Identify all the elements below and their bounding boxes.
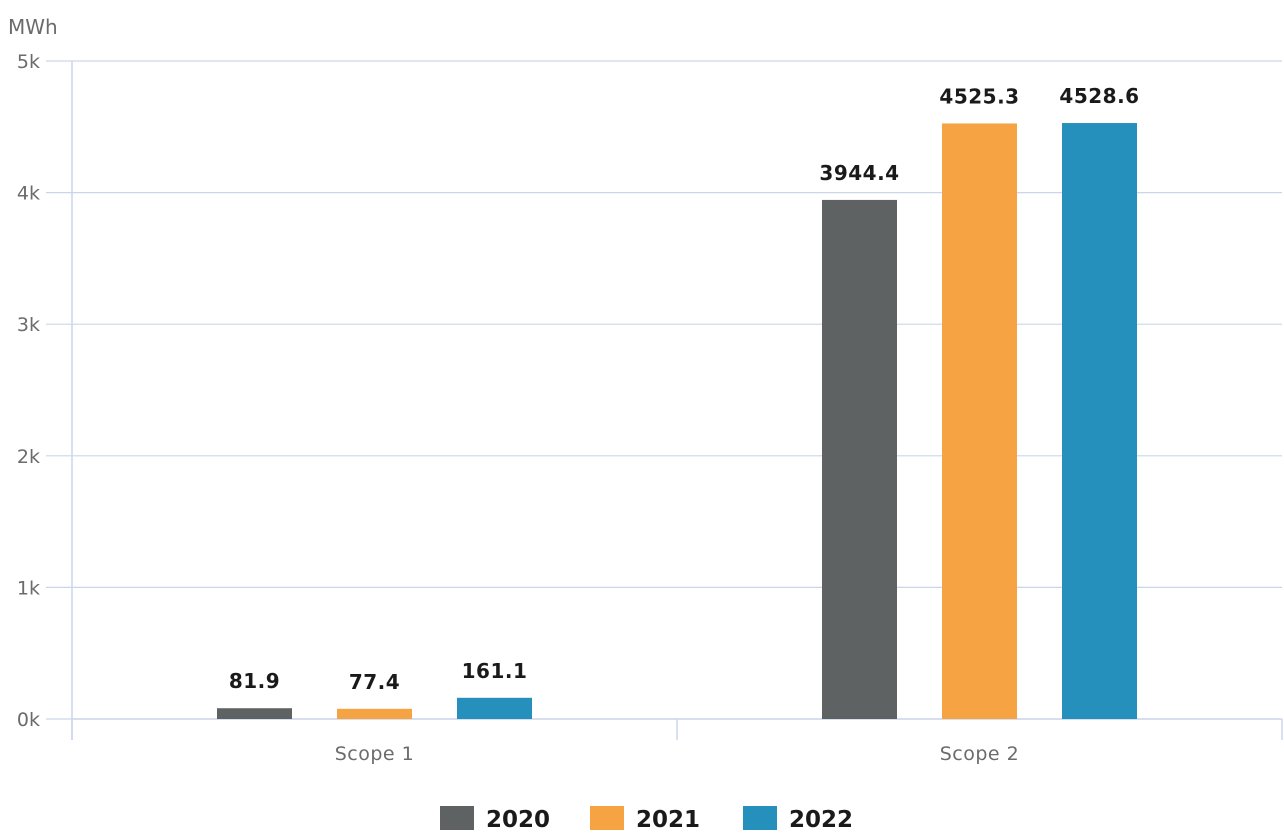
y-tick-label: 5k xyxy=(17,51,40,73)
bar-2020-scope-1 xyxy=(217,708,292,719)
legend-label: 2022 xyxy=(789,807,853,833)
y-tick-label: 2k xyxy=(17,446,40,468)
bar-2021-scope-2 xyxy=(942,123,1017,719)
x-axis-labels: Scope 1 Scope 2 xyxy=(335,743,1020,765)
legend: 2020 2021 2022 xyxy=(440,806,853,833)
data-label: 3944.4 xyxy=(819,161,899,185)
bars xyxy=(217,123,1137,719)
legend-swatch-2021 xyxy=(590,806,624,830)
data-label: 4525.3 xyxy=(939,84,1019,108)
data-label: 4528.6 xyxy=(1059,84,1139,108)
legend-swatch-2022 xyxy=(743,806,777,830)
data-labels: 81.9 77.4 161.1 3944.4 4525.3 4528.6 xyxy=(229,84,1139,694)
x-category-label: Scope 1 xyxy=(335,743,415,765)
y-axis-ticks: 0k 1k 2k 3k 4k 5k xyxy=(17,51,72,731)
legend-swatch-2020 xyxy=(440,806,474,830)
y-tick-label: 1k xyxy=(17,577,40,599)
legend-label: 2020 xyxy=(486,807,550,833)
y-axis-unit-label: MWh xyxy=(8,15,58,39)
bar-2022-scope-1 xyxy=(457,697,532,719)
data-label: 161.1 xyxy=(462,659,528,683)
bar-2020-scope-2 xyxy=(822,199,897,719)
y-tick-label: 0k xyxy=(17,709,40,731)
y-tick-label: 3k xyxy=(17,314,40,336)
y-tick-label: 4k xyxy=(17,183,40,205)
data-label: 77.4 xyxy=(349,670,400,694)
data-label: 81.9 xyxy=(229,669,280,693)
bar-2022-scope-2 xyxy=(1062,123,1137,719)
x-category-label: Scope 2 xyxy=(940,743,1020,765)
legend-label: 2021 xyxy=(636,807,700,833)
bar-2021-scope-1 xyxy=(337,708,412,719)
